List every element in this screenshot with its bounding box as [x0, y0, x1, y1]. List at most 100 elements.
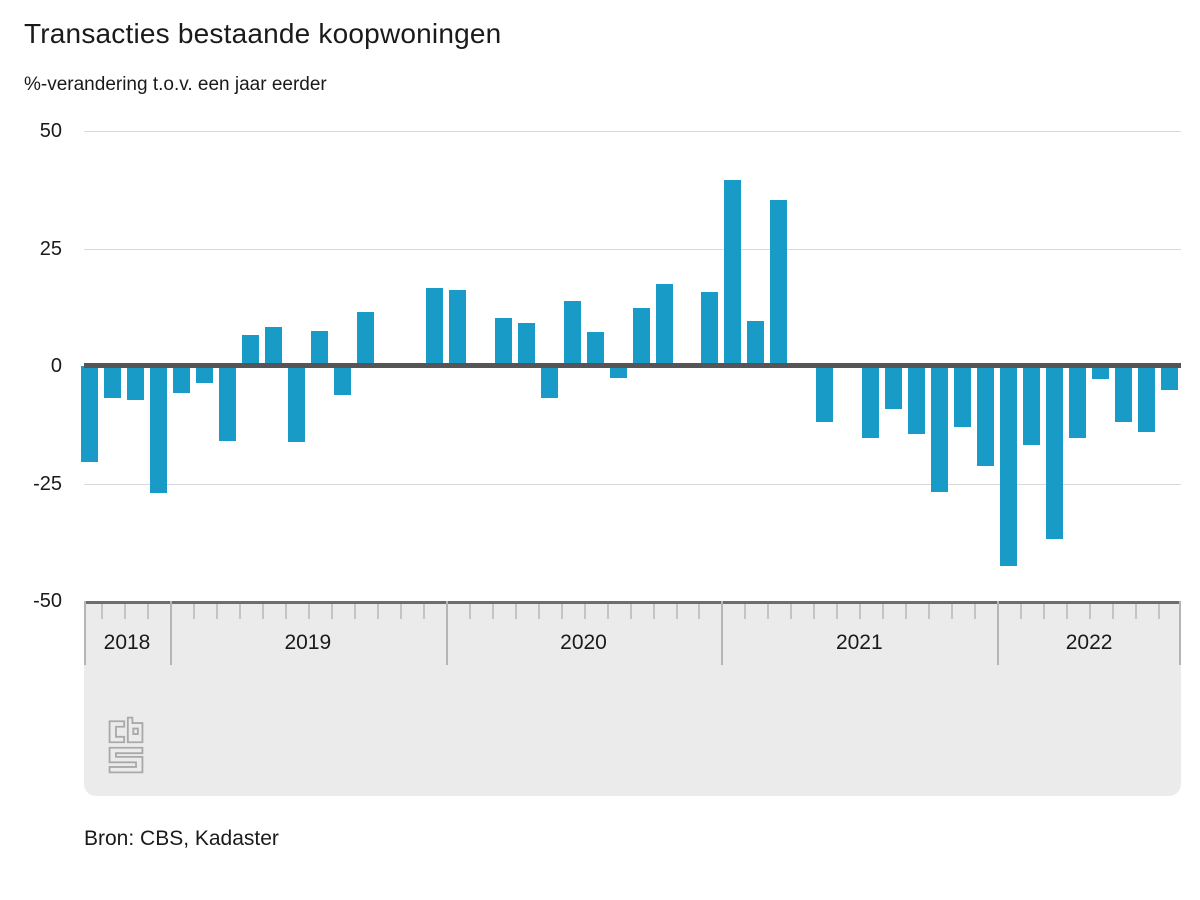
gridline--25	[84, 484, 1181, 485]
bar-2021-03	[770, 199, 788, 366]
bar-2022-03	[1046, 366, 1064, 539]
month-tick	[859, 604, 862, 619]
month-tick	[376, 604, 379, 619]
month-tick	[261, 604, 264, 619]
bar-2019-03	[218, 366, 236, 441]
y-axis-label--50: -50	[33, 590, 62, 612]
source-text: Bron: CBS, Kadaster	[84, 827, 279, 850]
year-separator	[997, 601, 1000, 665]
year-label-2019: 2019	[284, 631, 332, 654]
bar-2019-01	[172, 366, 190, 393]
month-tick	[1020, 604, 1023, 619]
bar-2021-12	[977, 366, 995, 467]
bar-2018-11	[126, 366, 144, 401]
bar-2022-04	[1069, 366, 1087, 439]
month-tick	[629, 604, 632, 619]
bar-2019-12	[425, 288, 443, 366]
bar-2021-08	[885, 366, 903, 409]
bar-2020-12	[701, 291, 719, 366]
bar-2021-05	[816, 366, 834, 422]
bar-2020-08	[609, 366, 627, 378]
year-separator	[169, 601, 172, 665]
axis-edge-line	[1179, 601, 1181, 665]
month-tick	[1066, 604, 1069, 619]
month-tick	[974, 604, 977, 619]
month-tick	[951, 604, 954, 619]
bar-2021-09	[908, 366, 926, 434]
month-tick	[1112, 604, 1115, 619]
month-tick	[767, 604, 770, 619]
bar-2019-04	[241, 334, 259, 366]
bar-2018-10	[104, 366, 121, 398]
month-tick	[468, 604, 471, 619]
month-tick	[905, 604, 908, 619]
bar-2021-07	[862, 366, 880, 438]
bar-2020-04	[517, 323, 535, 366]
bar-2019-06	[287, 366, 305, 443]
month-tick	[560, 604, 563, 619]
month-tick	[675, 604, 678, 619]
bar-2022-01	[1000, 366, 1018, 566]
y-axis-label-25: 25	[39, 238, 62, 260]
month-tick	[1043, 604, 1046, 619]
month-tick	[353, 604, 356, 619]
year-label-2022: 2022	[1065, 631, 1113, 654]
year-separator	[445, 601, 448, 665]
month-tick	[124, 604, 126, 619]
y-axis-label-0: 0	[50, 355, 62, 377]
bar-2020-06	[563, 300, 581, 366]
bar-2021-11	[954, 366, 972, 427]
bar-2019-05	[264, 327, 282, 366]
axis-edge-line	[84, 601, 86, 665]
bar-2019-02	[195, 366, 213, 384]
month-tick	[146, 604, 149, 619]
bar-2018-12	[149, 366, 167, 494]
bar-2022-02	[1023, 366, 1041, 445]
month-tick	[192, 604, 195, 619]
month-tick	[698, 604, 701, 619]
month-tick	[101, 604, 103, 619]
month-tick	[882, 604, 885, 619]
month-tick	[836, 604, 839, 619]
x-axis-band	[84, 601, 1181, 796]
bar-2020-07	[586, 331, 604, 366]
month-tick	[1158, 604, 1160, 619]
bar-2018-09	[81, 366, 98, 462]
month-tick	[652, 604, 655, 619]
bar-2020-03	[494, 317, 512, 366]
month-tick	[1135, 604, 1137, 619]
bar-2020-05	[540, 366, 558, 398]
month-tick	[422, 604, 425, 619]
bar-2020-09	[632, 308, 650, 366]
bar-2022-06	[1115, 366, 1133, 422]
month-tick	[399, 604, 402, 619]
bar-2021-10	[931, 366, 949, 492]
year-separator	[721, 601, 724, 665]
bar-2021-01	[724, 180, 742, 366]
month-tick	[790, 604, 793, 619]
gridline-50	[84, 131, 1181, 132]
zero-axis-line	[84, 363, 1181, 368]
year-label-2018: 2018	[103, 631, 151, 654]
bar-2020-01	[448, 290, 466, 366]
bar-2022-08	[1161, 366, 1178, 390]
bar-2020-10	[655, 284, 673, 366]
cbs-logo-icon	[108, 716, 144, 774]
year-label-2021: 2021	[835, 631, 883, 654]
month-tick	[238, 604, 241, 619]
month-tick	[1089, 604, 1092, 619]
month-tick	[606, 604, 609, 619]
month-tick	[491, 604, 494, 619]
month-tick	[813, 604, 816, 619]
month-tick	[330, 604, 333, 619]
bar-2019-08	[333, 366, 351, 395]
y-axis-label-50: 50	[39, 120, 62, 142]
bar-2022-07	[1138, 366, 1155, 432]
bar-2022-05	[1092, 366, 1110, 380]
month-tick	[215, 604, 218, 619]
month-tick	[307, 604, 310, 619]
gridline-25	[84, 249, 1181, 250]
bar-2021-02	[747, 321, 765, 366]
bar-2019-07	[310, 331, 328, 366]
